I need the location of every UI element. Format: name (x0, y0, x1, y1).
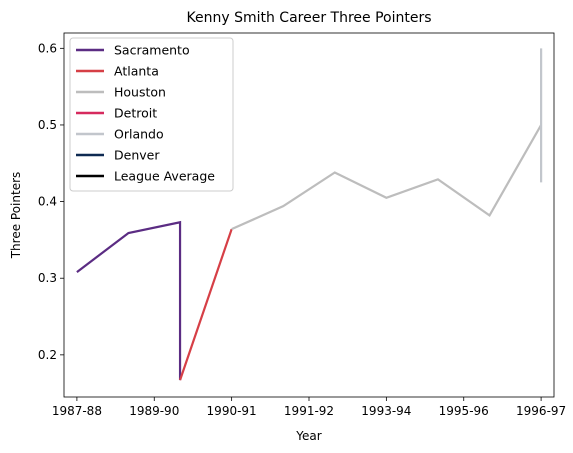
x-tick-label: 1993-94 (361, 404, 411, 418)
series-line-atlanta (179, 228, 233, 381)
legend-label-detroit: Detroit (114, 106, 157, 121)
legend: Sacramento Atlanta Houston Detroit Orlando De… (69, 37, 234, 192)
x-tick-label: 1995-96 (439, 404, 489, 418)
x-tick-label: 1990-91 (207, 404, 257, 418)
legend-label-orlando: Orlando (114, 127, 164, 142)
x-tick-label: 1989-90 (129, 404, 179, 418)
series-layer (76, 48, 543, 381)
y-tick-label: 0.4 (38, 195, 57, 209)
series-line-houston (231, 124, 543, 231)
x-tick-label: 1996-97 (516, 404, 566, 418)
legend-label-league-average: League Average (114, 169, 215, 184)
x-tick-label: 1987-88 (52, 404, 102, 418)
chart-title: Kenny Smith Career Three Pointers (186, 10, 431, 26)
y-tick-label: 0.3 (38, 271, 57, 285)
legend-label-sacramento: Sacramento (114, 43, 190, 58)
x-tick-label: 1991-92 (284, 404, 334, 418)
y-axis: 0.2 0.3 0.4 0.5 0.6 (38, 41, 64, 362)
y-axis-title: Three Pointers (9, 172, 23, 260)
x-axis-title: Year (295, 429, 321, 443)
series-line-sacramento (76, 220, 182, 381)
y-tick-label: 0.2 (38, 348, 57, 362)
x-axis: 1987-88 1989-90 1990-91 1991-92 1993-94 1995-… (52, 397, 566, 418)
legend-label-denver: Denver (114, 148, 160, 163)
legend-label-houston: Houston (114, 85, 166, 100)
legend-label-atlanta: Atlanta (114, 64, 159, 79)
y-tick-label: 0.5 (38, 118, 57, 132)
legend-box (69, 37, 234, 192)
y-tick-label: 0.6 (38, 41, 57, 55)
